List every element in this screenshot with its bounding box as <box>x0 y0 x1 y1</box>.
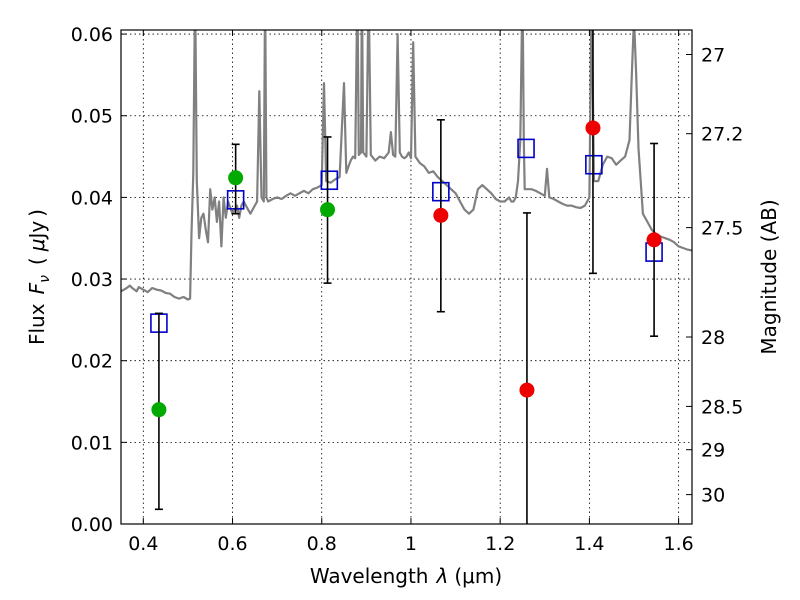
observed-flux-point-red <box>433 207 449 223</box>
y2-tick-label: 27 <box>701 44 725 66</box>
x-axis-label: Wavelength λ (μm) <box>310 564 502 588</box>
observed-flux-point-red <box>585 120 601 136</box>
observed-flux-point-red <box>646 232 662 248</box>
y2-tick-label: 27.5 <box>701 218 743 240</box>
observed-flux-point-red <box>519 382 535 398</box>
model-photometry-square <box>585 154 603 175</box>
y2-tick-label: 29 <box>701 440 725 462</box>
axis-ticks: 0.4 0.6 0.8 1 1.2 1.4 1.6 0.00 0.01 0.02 0.03 0.04 0… <box>71 24 744 555</box>
y2-tick-label: 28.5 <box>701 396 743 418</box>
y-tick-label: 0.00 <box>71 514 113 536</box>
y2-tick-label: 30 <box>701 485 725 507</box>
y-tick-label: 0.05 <box>71 106 113 128</box>
observed-flux-point-green <box>228 170 244 186</box>
y-tick-label: 0.03 <box>71 269 113 291</box>
x-tick-label: 1.6 <box>664 533 694 555</box>
model-photometry-square <box>517 138 535 159</box>
x-tick-label: 1 <box>405 533 417 555</box>
x-tick-label: 0.8 <box>307 533 337 555</box>
y-tick-label: 0.04 <box>71 187 113 209</box>
x-tick-label: 0.4 <box>128 533 158 555</box>
plot-frame <box>120 29 693 525</box>
y2-tick-label: 28 <box>701 327 725 349</box>
x-tick-label: 1.2 <box>485 533 515 555</box>
plot-area <box>121 30 692 524</box>
y2-axis-label: Magnitude (AB) <box>757 199 781 354</box>
model-spectrum-line <box>121 30 692 301</box>
y-tick-label: 0.01 <box>71 432 113 454</box>
x-tick-label: 1.4 <box>574 533 604 555</box>
observed-flux-point-green <box>320 202 336 218</box>
y-tick-label: 0.02 <box>71 351 113 373</box>
y2-tick-label: 27.2 <box>701 124 743 146</box>
y-axis-label: FluxFν(μJy) <box>25 209 53 345</box>
y-tick-label: 0.06 <box>71 24 113 46</box>
x-tick-label: 0.6 <box>217 533 247 555</box>
observed-flux-point-green <box>151 402 167 418</box>
model-photometry-square <box>320 170 339 191</box>
